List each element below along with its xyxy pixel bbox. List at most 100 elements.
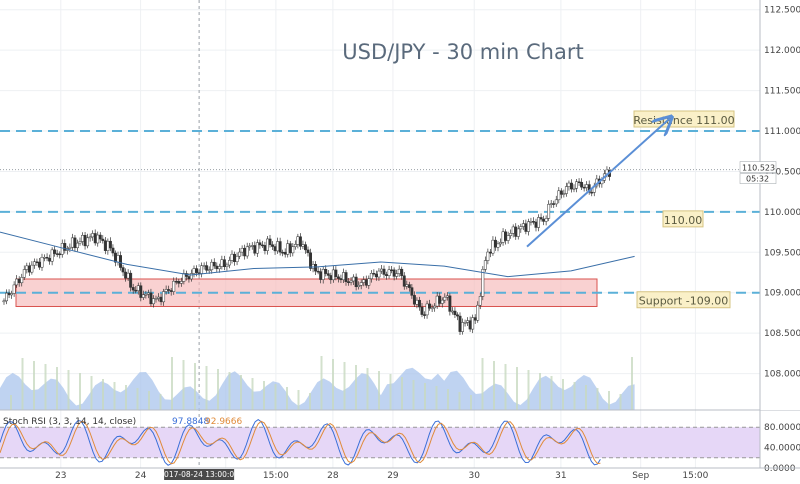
candle-body [342,272,345,281]
candle-body [504,231,508,241]
candle-body [387,269,391,276]
candle-body [281,251,285,254]
candle-body [174,280,178,283]
candle-body [364,279,368,286]
candle-body [309,252,312,269]
candle-body [564,186,568,194]
candle-body [362,279,366,283]
y-tick-label: 108.000 [764,370,800,380]
x-tick-label: 15:00 [682,471,708,480]
candle-body [217,266,221,270]
candle-body [461,322,464,332]
candle-body [587,184,591,193]
candle-body [514,226,518,237]
x-tick-label: 31 [555,471,566,480]
crosshair-label: 2017-08-24 13:00:00 [159,470,239,479]
candle-body [68,246,72,249]
volume-bar [493,361,495,410]
candle-body [167,289,171,291]
candle-body [106,240,110,251]
candle-body [27,265,31,273]
candle-body [164,289,168,292]
candle-body [35,261,39,264]
candle-body [162,291,166,303]
candle-body [519,226,523,230]
candle-body [116,255,120,263]
candle-body [60,243,64,255]
candle-body [93,233,97,244]
stoch-k-value: 97.8848 [172,417,209,427]
volume-bar [33,361,35,410]
candle-body [407,284,411,288]
candle-body [476,304,480,321]
candle-body [494,239,497,248]
candle-body [233,253,236,262]
candle-body [443,296,447,301]
candle-body [359,282,363,286]
candle-body [537,217,540,228]
candle-body [144,293,148,296]
candle-body [562,193,566,195]
candle-body [549,203,553,205]
candle-body [347,281,350,283]
candle-body [483,260,487,270]
candle-body [314,264,318,272]
volume-bar [355,365,357,410]
volume-area [0,356,635,410]
volume-bar [516,367,518,410]
candle-body [177,281,181,284]
candle-body [98,234,102,240]
candle-body [539,217,543,220]
candle-body [40,257,44,268]
candle-body [141,294,145,298]
candle-body [448,295,452,312]
candle-body [511,226,515,234]
candle-body [30,264,34,273]
candle-body [139,285,143,298]
candle-body [91,233,95,238]
y-axis[interactable]: 112.500 112.000 111.500 111.000 110.500 110.0… [739,0,800,468]
y-tick-label: 111.000 [764,127,800,137]
candle-body [336,276,340,279]
candle-body [238,251,242,257]
volume-bar [182,360,185,410]
candle-body [78,241,82,244]
candle-body [301,244,305,247]
candle-body [81,235,84,242]
volume-bar [136,388,139,410]
volume-bar [378,371,380,410]
volume-bar [79,373,81,410]
candle-body [63,243,67,251]
candle-body [10,293,14,296]
candle-body [212,261,216,267]
candle-body [225,264,229,267]
candle-body [2,300,6,303]
candle-body [453,310,457,316]
candle-body [329,275,333,281]
volume-bar [596,388,599,410]
price-tag: 110.523 [742,164,775,173]
candle-body [172,280,176,292]
candle-body [7,292,11,296]
candle-body [501,231,505,243]
candle-body [334,269,338,278]
candle-body [316,270,320,273]
candle-body [435,295,439,307]
candle-body [331,269,335,281]
candle-body [126,272,130,279]
candle-body [529,221,533,223]
candle-body [433,305,437,309]
candle-body [473,317,477,321]
countdown: 05:32 [746,175,769,184]
x-tick-label: 30 [469,471,481,480]
volume-bar [539,373,541,410]
candle-body [207,269,211,272]
y-tick-label: 110.500 [764,167,800,177]
candle-body [380,268,383,272]
candle-body [542,218,546,222]
y-axis-bg [760,0,800,410]
candle-body [339,278,343,281]
candle-body [412,295,416,305]
